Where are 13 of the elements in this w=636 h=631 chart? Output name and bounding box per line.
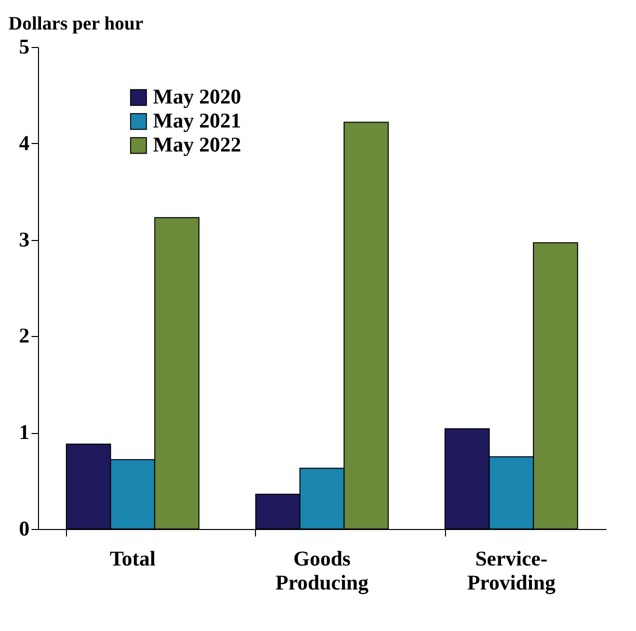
x-tick-label: Total [110, 546, 156, 570]
y-tick-label: 5 [19, 34, 30, 58]
legend-label: May 2020 [153, 84, 242, 108]
y-tick-label: 0 [19, 516, 30, 540]
y-tick-label: 3 [19, 227, 30, 252]
y-tick-label: 4 [19, 130, 30, 155]
legend-label: May 2021 [153, 108, 242, 132]
y-tick-label: 2 [19, 324, 30, 348]
x-tick-label: Service-Providing [467, 546, 556, 594]
y-axis-title: Dollars per hour [8, 14, 144, 34]
y-tick-label: 1 [19, 420, 30, 444]
x-tick-label: Goods Producing [276, 546, 369, 594]
legend-label: May 2022 [153, 132, 242, 156]
